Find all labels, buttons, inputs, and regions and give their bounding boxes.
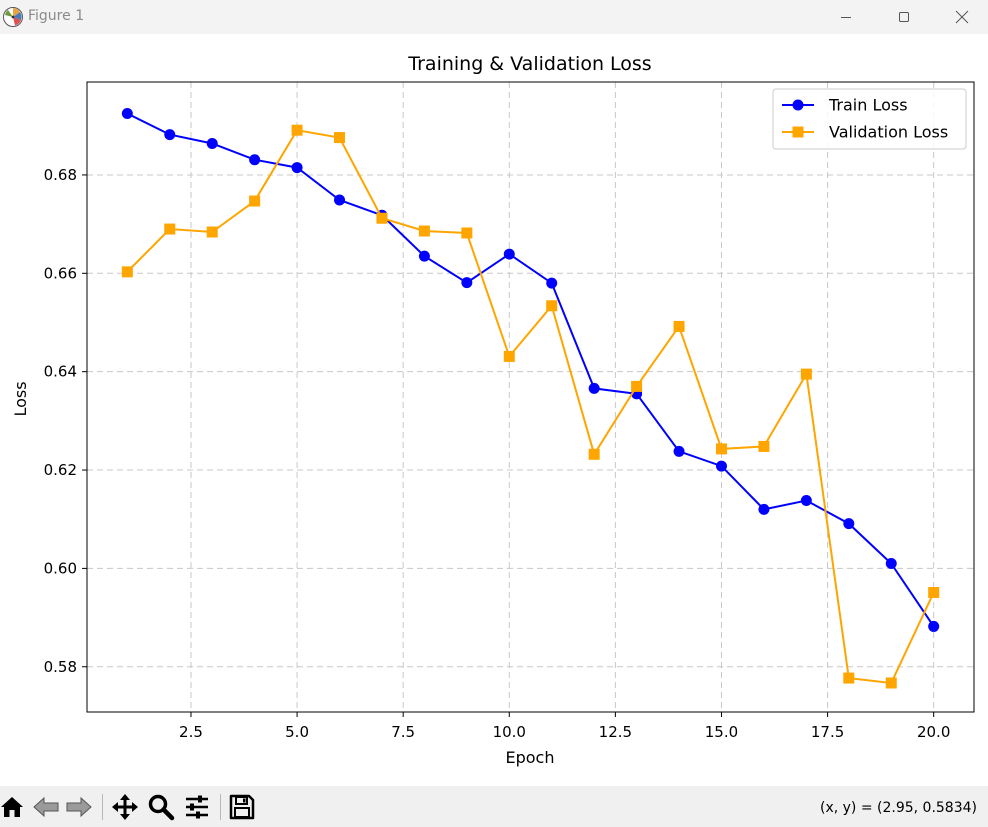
train-loss-point [291,162,303,174]
validation-loss-point [206,226,218,238]
forward-arrow-icon [66,796,92,818]
validation-loss-point [631,380,643,392]
forward-button[interactable] [64,792,94,822]
y-tick-label: 0.60 [44,559,77,577]
train-loss-point [206,137,218,149]
legend: Train Loss Validation Loss [772,88,967,150]
navigation-toolbar: (x, y) = (2.95, 0.5834) [0,786,988,827]
train-loss-point [461,277,473,289]
home-icon [1,797,23,817]
train-loss-point [885,557,897,569]
minimize-button[interactable] [817,0,875,34]
validation-loss-point [334,132,346,144]
toolbar-separator [220,794,221,820]
x-tick-label: 7.5 [391,723,415,741]
validation-loss-point [928,586,940,598]
validation-loss-point [885,677,897,689]
x-tick-label: 17.5 [811,723,844,741]
home-button[interactable] [0,792,27,822]
close-icon [955,10,969,24]
y-tick-label: 0.64 [44,363,77,381]
legend-box [772,88,967,150]
y-tick-label: 0.68 [44,166,77,184]
validation-loss-point [418,225,430,237]
cursor-coordinates: (x, y) = (2.95, 0.5834) [819,800,977,816]
maximize-icon [899,12,909,22]
validation-loss-point [503,350,515,362]
train-loss-point [546,277,558,289]
validation-loss-point [588,448,600,460]
y-tick-label: 0.66 [44,264,77,282]
pan-icon [112,794,138,820]
validation-loss-point [673,320,685,332]
x-tick-label: 12.5 [599,723,632,741]
close-button[interactable] [933,0,988,34]
validation-loss-point [291,124,303,136]
validation-loss-point [461,227,473,239]
axes-frame [86,81,975,713]
legend-train-loss-marker [792,99,804,111]
y-tick-label: 0.62 [44,461,77,479]
series-layer [121,107,940,689]
train-loss-point [673,445,685,457]
train-loss-point [503,248,515,260]
train-loss-point [758,503,770,515]
validation-loss-line [126,129,935,685]
x-tick-label: 20.0 [917,723,950,741]
zoom-icon [148,794,175,821]
train-loss-point [715,460,727,472]
y-axis-label: Loss [11,381,30,416]
matplotlib-logo-icon [3,7,23,27]
validation-loss-point [376,212,388,224]
validation-loss-point [546,300,558,312]
train-loss-point [588,382,600,394]
legend-validation-loss-label: Validation Loss [829,123,948,142]
train-loss-point [121,107,133,119]
loss-chart: 2.5 5.0 7.5 10.0 12.5 15.0 17.5 20.0 0.58 0.60 0.6… [11,53,975,767]
save-icon [229,794,255,820]
train-loss-point [800,495,812,507]
validation-loss-point [121,266,133,278]
validation-loss-point [249,195,261,207]
train-loss-point [249,154,261,166]
back-arrow-icon [33,796,59,818]
back-button[interactable] [31,792,61,822]
train-loss-line [126,112,935,627]
train-loss-point [928,620,940,632]
train-loss-point [164,129,176,141]
window-title: Figure 1 [28,8,85,24]
maximize-button[interactable] [875,0,933,34]
legend-train-loss-label: Train Loss [828,96,908,115]
train-loss-point [334,194,346,206]
train-loss-point [418,250,430,262]
x-tick-label: 15.0 [705,723,738,741]
validation-loss-point [164,223,176,235]
pan-button[interactable] [110,792,140,822]
x-axis-label: Epoch [506,748,555,767]
train-loss-point [843,518,855,530]
toolbar-separator [102,794,103,820]
save-button[interactable] [227,792,257,822]
window-titlebar: Figure 1 [0,0,988,34]
x-tick-label: 5.0 [285,723,309,741]
legend-validation-loss-marker [792,126,804,138]
x-tick-label: 2.5 [179,723,203,741]
figure-canvas[interactable]: 2.5 5.0 7.5 10.0 12.5 15.0 17.5 20.0 0.58 0.60 0.6… [0,34,988,786]
minimize-icon [841,17,851,18]
configure-subplots-button[interactable] [182,792,212,822]
chart-title: Training & Validation Loss [407,53,651,75]
validation-loss-point [758,440,770,452]
zoom-button[interactable] [146,792,176,822]
tick-layer: 2.5 5.0 7.5 10.0 12.5 15.0 17.5 20.0 0.58 0.60 0.6… [44,166,951,741]
y-tick-label: 0.58 [44,658,77,676]
grid-layer [87,82,974,712]
validation-loss-point [800,368,812,380]
validation-loss-point [843,672,855,684]
validation-loss-point [715,443,727,455]
configure-subplots-icon [186,795,208,819]
x-tick-label: 10.0 [493,723,526,741]
